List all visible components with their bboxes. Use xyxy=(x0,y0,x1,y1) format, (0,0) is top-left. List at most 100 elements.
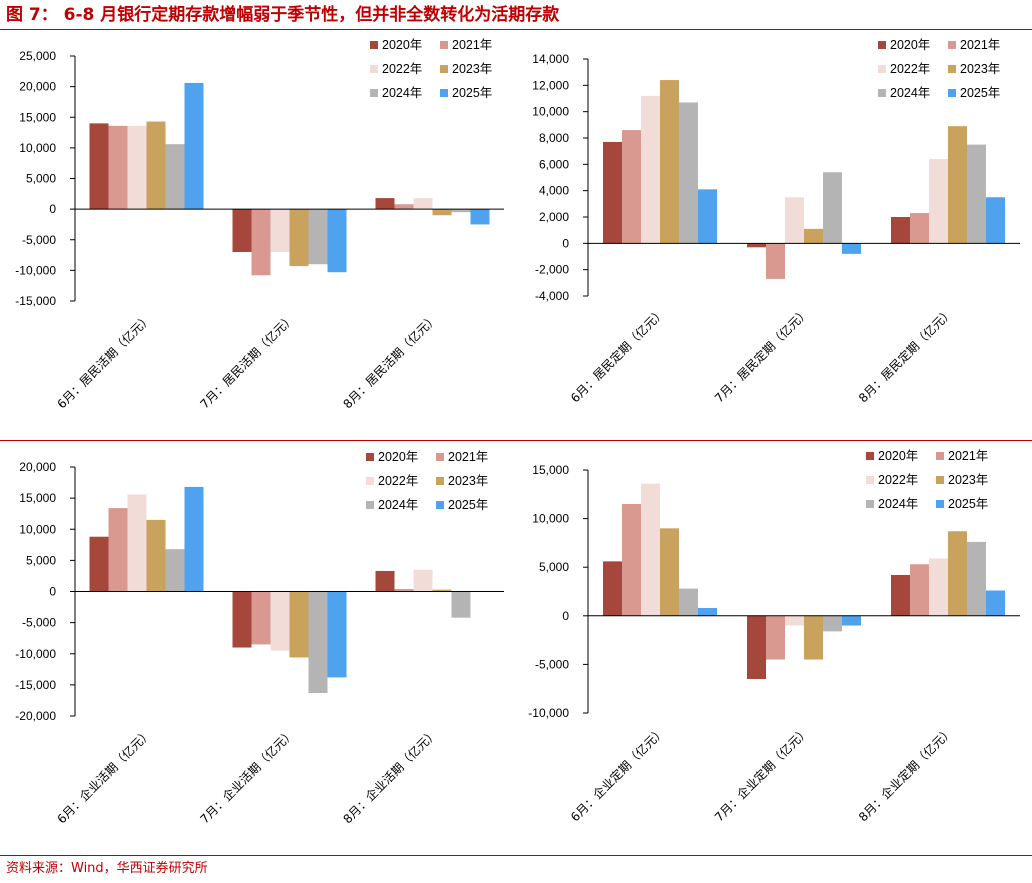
bar-2024-cat-2 xyxy=(823,172,842,244)
bar-2024-cat-3 xyxy=(451,209,471,213)
y-tick-label: 0 xyxy=(49,202,56,216)
bar-2025-cat-1 xyxy=(698,608,717,616)
y-tick-label: 6,000 xyxy=(539,157,569,171)
bar-2022-cat-2 xyxy=(785,197,804,244)
bar-2021-cat-3 xyxy=(394,204,414,210)
legend-label-2020: 2020年 xyxy=(890,38,930,52)
y-tick-label: 0 xyxy=(562,236,569,250)
bar-2022-cat-3 xyxy=(413,198,433,210)
bar-2024-cat-2 xyxy=(308,591,328,693)
legend-label-2024: 2024年 xyxy=(378,498,418,512)
y-tick-label: -15,000 xyxy=(15,678,56,692)
legend-swatch-2024 xyxy=(878,89,886,97)
y-tick-label: -5,000 xyxy=(22,616,56,630)
legend-label-2024: 2024年 xyxy=(890,86,930,100)
bar-2022-cat-2 xyxy=(270,209,290,252)
bar-2021-cat-2 xyxy=(251,591,271,645)
bar-2022-cat-1 xyxy=(641,95,660,244)
legend-swatch-2021 xyxy=(436,453,444,461)
y-tick-label: 20,000 xyxy=(19,460,56,474)
y-tick-label: 8,000 xyxy=(539,131,569,145)
bar-2024-cat-1 xyxy=(165,144,185,210)
bar-2025-cat-2 xyxy=(842,615,861,626)
x-category-label: 6月：居民定期（亿元） xyxy=(567,305,668,406)
bar-2025-cat-1 xyxy=(184,82,204,210)
x-category-label: 6月：企业活期（亿元） xyxy=(54,726,155,827)
bar-2023-cat-3 xyxy=(432,589,452,592)
y-tick-label: -5,000 xyxy=(22,233,56,247)
y-tick-label: 10,000 xyxy=(19,141,56,155)
chart-household-time-deposits: -4,000 -2,000 0 2,000 4,000 6,000 8,000 10,000 1… xyxy=(516,31,1032,439)
legend-swatch-2023 xyxy=(948,65,956,73)
y-tick-label: 2,000 xyxy=(539,210,569,224)
legend-swatch-2021 xyxy=(440,41,448,49)
y-tick-label: -15,000 xyxy=(15,294,56,308)
bar-2020-cat-2 xyxy=(232,209,252,252)
bar-2020-cat-2 xyxy=(232,591,252,648)
x-category-label: 7月：居民活期（亿元） xyxy=(197,311,298,412)
chart-household-demand-deposits: -15,000 -10,000 -5,000 0 5,000 10,000 15,000 20… xyxy=(0,31,516,439)
x-category-label: 6月：企业定期（亿元） xyxy=(567,724,668,825)
legend-label-2020: 2020年 xyxy=(378,450,418,464)
y-tick-label: 5,000 xyxy=(539,560,569,574)
legend-swatch-2021 xyxy=(936,452,944,460)
legend-label-2021: 2021年 xyxy=(448,450,488,464)
x-category-label: 8月：企业定期（亿元） xyxy=(855,724,956,825)
y-tick-label: -10,000 xyxy=(15,263,56,277)
bar-2022-cat-3 xyxy=(929,558,948,616)
legend-label-2021: 2021年 xyxy=(452,38,492,52)
legend-swatch-2025 xyxy=(440,89,448,97)
bar-2020-cat-3 xyxy=(891,217,910,244)
bar-2024-cat-2 xyxy=(308,209,328,265)
bar-2024-cat-3 xyxy=(967,144,986,244)
bar-2023-cat-3 xyxy=(432,209,452,216)
legend-swatch-2025 xyxy=(948,89,956,97)
bar-2022-cat-2 xyxy=(270,591,290,651)
bar-2021-cat-2 xyxy=(766,615,785,660)
title-rule xyxy=(0,29,1032,30)
bar-2023-cat-1 xyxy=(660,80,679,244)
bar-2021-cat-1 xyxy=(622,130,641,244)
bar-2020-cat-1 xyxy=(603,141,622,244)
legend-label-2023: 2023年 xyxy=(948,473,988,487)
legend-label-2023: 2023年 xyxy=(452,62,492,76)
bar-2024-cat-1 xyxy=(165,549,185,592)
bar-2023-cat-2 xyxy=(804,615,823,660)
bar-2022-cat-2 xyxy=(785,615,804,626)
bar-2023-cat-2 xyxy=(289,209,309,267)
y-tick-label: 15,000 xyxy=(19,110,56,124)
bar-2024-cat-2 xyxy=(823,615,842,632)
y-tick-label: 0 xyxy=(49,585,56,599)
y-tick-label: 12,000 xyxy=(532,78,569,92)
bar-2022-cat-1 xyxy=(127,494,147,592)
legend-swatch-2025 xyxy=(436,501,444,509)
bar-2020-cat-3 xyxy=(375,570,395,592)
legend-label-2022: 2022年 xyxy=(378,474,418,488)
bar-2025-cat-2 xyxy=(327,209,347,273)
legend-label-2021: 2021年 xyxy=(960,38,1000,52)
legend-label-2022: 2022年 xyxy=(382,62,422,76)
legend-swatch-2021 xyxy=(948,41,956,49)
legend-swatch-2023 xyxy=(436,477,444,485)
bar-2023-cat-2 xyxy=(289,591,309,658)
legend-label-2023: 2023年 xyxy=(448,474,488,488)
bar-2021-cat-1 xyxy=(108,125,128,210)
y-tick-label: -4,000 xyxy=(535,289,569,303)
legend-swatch-2020 xyxy=(866,452,874,460)
bar-2020-cat-1 xyxy=(89,536,109,592)
y-tick-label: -10,000 xyxy=(528,706,569,720)
y-tick-label: -2,000 xyxy=(535,263,569,277)
bar-2022-cat-1 xyxy=(127,125,147,210)
bar-2021-cat-3 xyxy=(394,589,414,592)
bar-2025-cat-3 xyxy=(986,197,1005,244)
bar-2023-cat-1 xyxy=(146,519,166,592)
y-tick-label: 15,000 xyxy=(19,491,56,505)
legend-swatch-2022 xyxy=(366,477,374,485)
x-category-label: 7月：企业定期（亿元） xyxy=(711,724,812,825)
bar-2021-cat-3 xyxy=(910,213,929,244)
y-tick-label: -5,000 xyxy=(535,657,569,671)
x-category-label: 7月：居民定期（亿元） xyxy=(711,305,812,406)
legend-label-2025: 2025年 xyxy=(948,497,988,511)
bar-2025-cat-2 xyxy=(842,243,861,254)
bar-2025-cat-3 xyxy=(986,590,1005,616)
